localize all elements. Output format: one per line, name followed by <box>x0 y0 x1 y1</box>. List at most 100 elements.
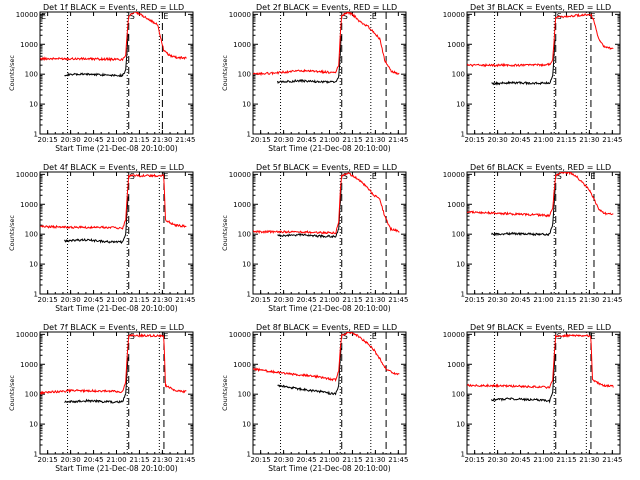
y-tick-label: 1 <box>34 451 38 459</box>
x-tick-label: 21:00 <box>106 456 126 464</box>
plot-frame <box>466 331 621 455</box>
marker-e: E <box>590 172 595 181</box>
y-tick-label: 10 <box>29 261 38 269</box>
y-tick-label: 1 <box>34 291 38 299</box>
y-tick-label: 10000 <box>16 171 38 179</box>
marker-e: E <box>163 12 168 21</box>
y-tick-label: 1 <box>247 131 251 139</box>
y-tick-label: 100 <box>452 391 465 399</box>
marker-s: S <box>557 172 562 181</box>
panel-det-8: Det 8f BLACK = Events, RED = LLD 1 10 100 10… <box>221 323 408 473</box>
x-tick-label: 20:30 <box>61 456 81 464</box>
x-axis-label: Start Time (21-Dec-08 20:10:00) <box>55 464 177 473</box>
y-tick-label: 10000 <box>443 331 465 339</box>
panel-det-9: Det 9f BLACK = Events, RED = LLD 1 10 100 10… <box>443 323 623 464</box>
plot-frame <box>39 331 194 455</box>
y-tick-label: 1000 <box>20 41 38 49</box>
x-tick-label: 20:45 <box>296 136 316 144</box>
x-tick-label: 21:00 <box>319 136 339 144</box>
x-tick-label: 21:00 <box>106 296 126 304</box>
x-tick-label: 21:15 <box>129 136 149 144</box>
series-lld-line <box>253 172 400 235</box>
x-tick-label: 20:45 <box>510 456 530 464</box>
x-tick-label: 20:45 <box>296 296 316 304</box>
x-tick-label: 20:45 <box>510 136 530 144</box>
marker-e: E <box>590 332 595 341</box>
x-axis-label: Start Time (21-Dec-08 20:10:00) <box>268 464 390 473</box>
y-tick-label: 10000 <box>229 171 251 179</box>
y-tick-label: 100 <box>25 231 38 239</box>
y-tick-label: 1000 <box>447 41 465 49</box>
y-tick-label: 1000 <box>20 361 38 369</box>
y-tick-label: 10 <box>456 261 465 269</box>
x-tick-label: 21:15 <box>342 456 362 464</box>
y-tick-label: 1000 <box>447 201 465 209</box>
x-tick-label: 20:15 <box>251 296 271 304</box>
x-tick-label: 20:15 <box>251 136 271 144</box>
x-tick-label: 21:45 <box>388 136 408 144</box>
x-tick-label: 21:15 <box>556 136 576 144</box>
marker-e: E <box>372 12 377 21</box>
panel-det-5: Det 5f BLACK = Events, RED = LLD 1 10 100 10… <box>221 163 408 313</box>
x-tick-label: 21:45 <box>175 136 195 144</box>
panel-title: Det 2f BLACK = Events, RED = LLD <box>256 3 397 12</box>
y-tick-label: 100 <box>238 231 251 239</box>
x-tick-label: 20:15 <box>465 136 485 144</box>
plot-frame <box>466 171 621 295</box>
y-tick-label: 100 <box>25 391 38 399</box>
x-tick-label: 21:15 <box>129 296 149 304</box>
x-tick-label: 21:15 <box>342 296 362 304</box>
x-tick-label: 21:45 <box>175 456 195 464</box>
panel-det-1: Det 1f BLACK = Events, RED = LLD 1 10 100 10… <box>8 3 195 153</box>
y-tick-label: 1000 <box>447 361 465 369</box>
y-tick-label: 1000 <box>233 201 251 209</box>
series-lld-line <box>467 172 614 218</box>
x-axis-label: Start Time (21-Dec-08 20:10:00) <box>55 144 177 153</box>
y-tick-label: 100 <box>238 391 251 399</box>
series-events-line <box>277 347 342 396</box>
y-tick-label: 10000 <box>16 11 38 19</box>
marker-e: E <box>163 332 168 341</box>
x-tick-label: 21:00 <box>533 456 553 464</box>
y-tick-label: 10000 <box>229 11 251 19</box>
plot-frame <box>466 11 621 135</box>
y-tick-label: 10000 <box>229 331 251 339</box>
x-tick-label: 20:30 <box>61 136 81 144</box>
y-tick-label: 10 <box>29 421 38 429</box>
x-tick-label: 21:30 <box>365 456 385 464</box>
y-tick-label: 1 <box>461 451 465 459</box>
x-tick-label: 21:15 <box>129 456 149 464</box>
x-tick-label: 20:30 <box>274 136 294 144</box>
x-tick-label: 21:30 <box>365 136 385 144</box>
x-tick-label: 20:45 <box>510 296 530 304</box>
series-events-line <box>64 196 129 245</box>
y-tick-label: 1 <box>34 131 38 139</box>
series-events-line <box>64 33 129 78</box>
x-axis-label: Start Time (21-Dec-08 20:10:00) <box>268 304 390 313</box>
series-lld-line <box>40 12 187 62</box>
y-axis-label: Counts/sec <box>221 215 229 251</box>
panel-det-4: Det 4f BLACK = Events, RED = LLD 1 10 100 10… <box>8 163 195 313</box>
x-tick-label: 20:45 <box>83 296 103 304</box>
x-tick-label: 20:30 <box>274 296 294 304</box>
series-events-line <box>491 39 556 86</box>
x-tick-label: 20:30 <box>61 296 81 304</box>
x-tick-label: 21:00 <box>319 456 339 464</box>
x-tick-label: 21:45 <box>602 296 622 304</box>
x-tick-label: 21:00 <box>533 296 553 304</box>
series-lld-line <box>467 333 614 389</box>
x-axis-label: Start Time (21-Dec-08 20:10:00) <box>268 144 390 153</box>
panel-title: Det 3f BLACK = Events, RED = LLD <box>470 3 611 12</box>
x-tick-label: 20:30 <box>488 456 508 464</box>
x-tick-label: 20:30 <box>488 296 508 304</box>
x-tick-label: 21:45 <box>388 456 408 464</box>
x-tick-label: 21:30 <box>152 136 172 144</box>
marker-e: E <box>590 12 595 21</box>
x-tick-label: 21:45 <box>175 296 195 304</box>
x-tick-label: 20:45 <box>83 136 103 144</box>
y-tick-label: 1000 <box>233 41 251 49</box>
panel-title: Det 6f BLACK = Events, RED = LLD <box>470 163 611 172</box>
y-tick-label: 10000 <box>443 11 465 19</box>
x-tick-label: 21:00 <box>106 136 126 144</box>
panel-det-6: Det 6f BLACK = Events, RED = LLD 1 10 100 10… <box>443 163 623 304</box>
